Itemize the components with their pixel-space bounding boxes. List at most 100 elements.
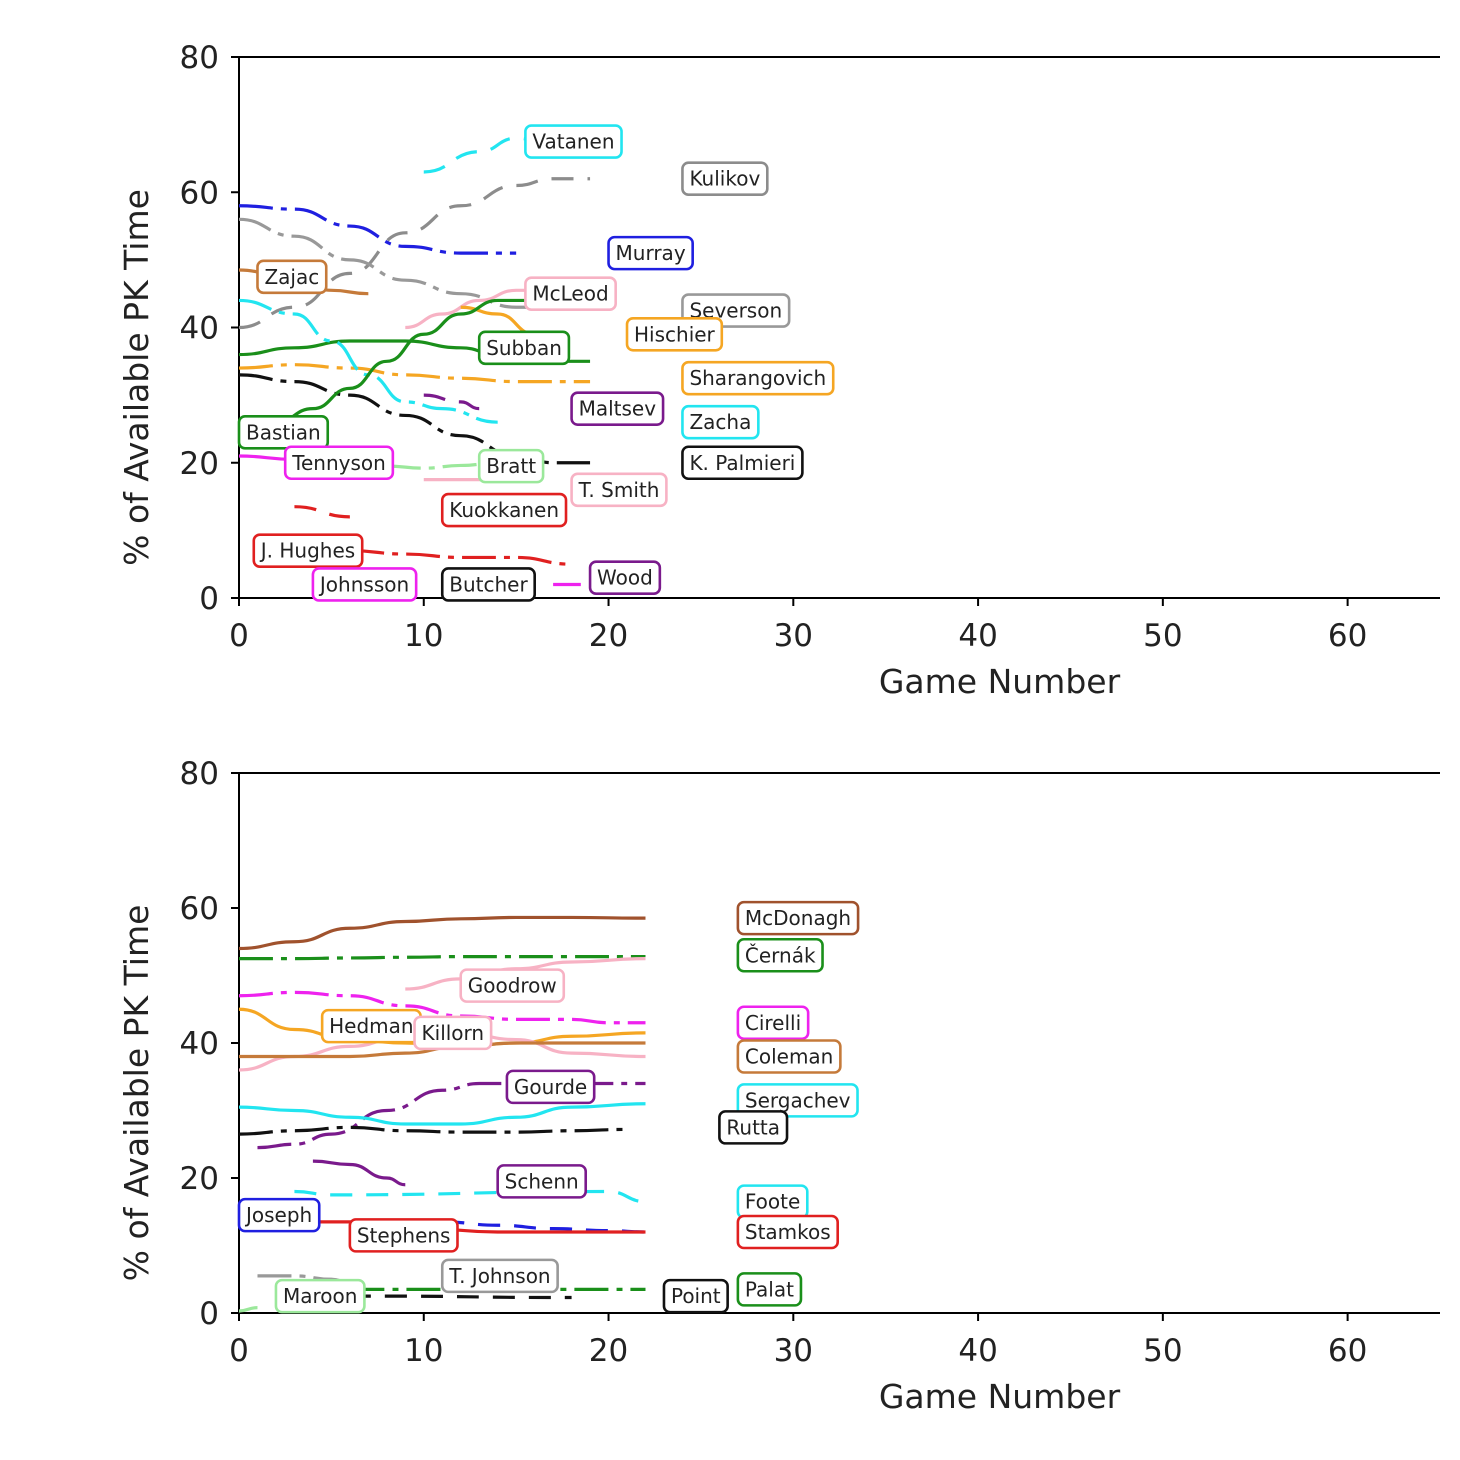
series-line-kuokkanen (294, 505, 350, 519)
series-line-severson (238, 217, 591, 309)
y-tick-label: 60 (180, 891, 219, 927)
series-label: Zacha (681, 404, 760, 440)
series-line-hischier (460, 305, 535, 336)
series-label-text: Johnsson (318, 572, 409, 596)
series-label-text: Zacha (689, 410, 751, 434)
series-label: McLeod (524, 276, 617, 311)
series-line-rutta (238, 1125, 628, 1136)
series-label-box (413, 1015, 493, 1051)
series-label-box (736, 1214, 839, 1250)
x-tick-label: 10 (404, 618, 443, 654)
series-line-stamkos (275, 1220, 646, 1234)
series-label: Stamkos (736, 1214, 839, 1250)
series-label-box (256, 259, 328, 295)
series-label-text: Kulikov (689, 167, 760, 191)
series-label-text: Rutta (726, 1115, 780, 1139)
series-label-text: T. Smith (578, 478, 660, 502)
series-label-text: Černák (745, 943, 816, 967)
series-line-mcdonagh (238, 915, 646, 951)
series-label-box (524, 276, 617, 311)
series-label-text: Joseph (244, 1203, 312, 1227)
x-tick-label: 40 (958, 1333, 997, 1369)
series-label-text: Palat (745, 1277, 794, 1301)
series-label: Hedman (320, 1008, 422, 1044)
chart-panel-2: 0 10 20 30 40 50 60 0 20 40 60 80 Game Number % of Av… (117, 756, 1440, 1416)
series-label-box (681, 161, 769, 197)
x-tick-label: 40 (958, 618, 997, 654)
series-label-box (588, 560, 662, 596)
series-label: Sharangovich (681, 360, 835, 396)
series-label-text: T. Johnson (448, 1264, 550, 1288)
y-tick-label: 40 (180, 311, 219, 347)
series-label-box (496, 1164, 588, 1199)
series-label: T. Smith (570, 472, 668, 508)
series-label: Butcher (440, 567, 536, 602)
series-label-text: Schenn (505, 1169, 579, 1193)
series-label-box (477, 330, 571, 366)
series-label: Hischier (625, 316, 724, 352)
y-tick-label: 20 (180, 1161, 219, 1197)
series-label: Bastian (237, 415, 330, 450)
series-label-text: Murray (616, 241, 686, 265)
series-label: Wood (588, 560, 662, 596)
chart-panel-1: 0 10 20 30 40 50 60 0 20 40 60 80 Game Number % of Av… (117, 40, 1440, 701)
series-label-text: McLeod (532, 282, 608, 306)
series-line-bratt (386, 461, 498, 470)
series-label: Sergachev (736, 1083, 859, 1118)
y-tick-label: 0 (199, 581, 219, 617)
series-label: McDonagh (736, 900, 860, 936)
series-label-text: Tennyson (291, 451, 386, 475)
series-label-text: Maltsev (579, 397, 657, 421)
series-label: Zajac (256, 259, 328, 295)
series-label: Gourde (505, 1069, 596, 1105)
series-label-text: Sergachev (745, 1088, 851, 1112)
x-tick-label: 0 (229, 1333, 249, 1369)
series-label-text: Goodrow (468, 974, 557, 998)
x-tick-label: 50 (1143, 618, 1182, 654)
series-label-text: Butcher (449, 572, 528, 596)
series-label-box (283, 445, 395, 481)
x-tick-label: 60 (1328, 1333, 1367, 1369)
series-label: J. Hughes (252, 533, 364, 568)
series-label-box (718, 1110, 789, 1145)
series-label-text: Sharangovich (689, 366, 826, 390)
x-tick-label: 60 (1328, 618, 1367, 654)
series-label: Joseph (237, 1197, 321, 1233)
series-label-box (736, 937, 824, 973)
series-line-zacha (238, 298, 498, 424)
series-label: Černák (736, 937, 824, 973)
series-label: Subban (477, 330, 571, 366)
y-tick-label: 80 (180, 40, 219, 76)
series-label: Coleman (736, 1039, 842, 1074)
series-label-text: K. Palmieri (689, 451, 795, 475)
series-label-box (505, 1069, 596, 1105)
series-label: Murray (607, 235, 694, 271)
series-line--ern-k (239, 954, 646, 961)
series-label-box (736, 1039, 842, 1074)
series-label-box (681, 445, 804, 481)
series-label-text: Cirelli (745, 1011, 801, 1035)
series-line-j-hughes (294, 545, 572, 566)
series-label-box (736, 1005, 810, 1041)
series-line-schenn (312, 1159, 406, 1187)
series-line-maltsev (423, 393, 480, 411)
series-label: Maroon (274, 1278, 366, 1314)
series-label-box (477, 448, 545, 484)
series-label-text: Coleman (745, 1045, 833, 1069)
x-tick-label: 20 (589, 1333, 628, 1369)
series-label: Johnsson (311, 567, 418, 602)
series-label: Vatanen (524, 124, 623, 159)
series-label: T. Johnson (440, 1258, 559, 1294)
series-label-box (237, 1197, 321, 1233)
series-label-box (440, 492, 568, 528)
series-label: Palat (736, 1272, 803, 1307)
series-line-kulikov (238, 177, 591, 330)
series-label-box (736, 1272, 803, 1307)
y-axis-title: % of Available PK Time (117, 189, 156, 566)
series-label-text: Wood (597, 566, 653, 590)
y-tick-label: 0 (199, 1296, 219, 1332)
y-tick-label: 80 (180, 756, 219, 792)
series-label-box (252, 533, 364, 568)
x-tick-label: 30 (774, 618, 813, 654)
series-label: Schenn (496, 1164, 588, 1199)
